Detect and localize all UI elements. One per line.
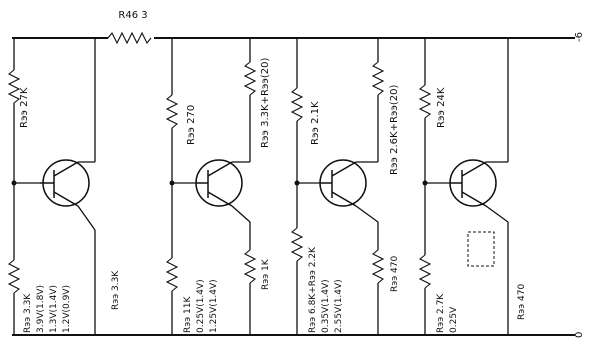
- stage-3-mid-resistor: [371, 61, 385, 96]
- bottom-rail-label: 0: [574, 332, 585, 338]
- stage-1-base-line-3: 1.3V(1.4V): [49, 285, 59, 333]
- top-rail-label: -6: [574, 32, 585, 42]
- stage-3-base-line-1: Rээ 6.8K+Rээ 2.2K: [308, 246, 318, 333]
- stage-2-top-resistor-label: Rээ 270: [186, 105, 197, 145]
- stage-2-base-line-2: 0.25V(1.4V): [196, 279, 206, 333]
- stage-1-base-resistor: [7, 259, 21, 294]
- stage-2-base-resistor: [165, 257, 179, 292]
- stage-3-emitter-label: Rээ 470: [390, 256, 400, 292]
- stage-2-base-line-1: Rээ 11K: [183, 296, 193, 333]
- series-resistor-label: R46 3: [118, 10, 147, 21]
- stage-3-emitter-resistor: [371, 249, 385, 284]
- stage-1-base-line-4: 1.2V(0.9V): [62, 285, 72, 333]
- stage-2: Rээ 270 Rээ 3.3K+Rээ(20) Rээ 1K Rээ 11K …: [165, 38, 271, 335]
- stage-4-emitter-label: Rээ 470: [517, 284, 527, 320]
- stage-3-base-line-2: 0.35V(1.4V): [321, 279, 331, 333]
- stage-2-base-line-3: 1.25V(1.4V): [209, 279, 219, 333]
- stage-3: Rээ 2.1K Rээ 2.6K+Rээ(20) Rээ 470 Rээ 6.…: [290, 38, 400, 335]
- stage-2-mid-resistor: [243, 61, 257, 96]
- stage-1-base-line-2: 3.9V(1.8V): [36, 285, 46, 333]
- stage-3-base-resistor-a: [290, 227, 304, 262]
- stage-3-top-resistor-label: Rээ 2.1K: [310, 101, 321, 145]
- stage-4-top-resistor: [418, 84, 432, 119]
- stage-3-top-resistor: [290, 87, 304, 122]
- stage-4-base-resistor: [418, 254, 432, 289]
- stage-2-emitter-resistor: [243, 249, 257, 284]
- stage-2-top-resistor: [165, 94, 179, 129]
- stage-1: Rээ 27K Rээ 3.3K 3.9V(1.8V) 1.3V(1.4V) 1…: [7, 38, 121, 335]
- stage-2-mid-resistor-label: Rээ 3.3K+Rээ(20): [260, 58, 271, 148]
- stage-4-emitter-box: [467, 231, 495, 267]
- stage-3-base-line-3: 2.55V(1.4V): [334, 279, 344, 333]
- stage-4-top-resistor-label: Rээ 24K: [436, 87, 447, 128]
- series-resistor: [107, 31, 152, 45]
- stage-4-base-line-1: Rээ 2.7K: [436, 293, 446, 333]
- stage-1-top-resistor-label: Rээ 27K: [19, 87, 30, 128]
- stage-3-mid-resistor-label: Rээ 2.6K+Rээ(20): [389, 85, 400, 175]
- stage-4: Rээ 24K Rээ 2.7K 0.25V Rээ 470: [418, 38, 527, 335]
- stage-4-base-line-2: 0.25V: [449, 306, 459, 333]
- stage-1-base-line-1: Rээ 3.3K: [23, 293, 33, 333]
- stage-1-emitter-label: Rээ 3.3K: [111, 270, 121, 310]
- stage-1-top-resistor: [7, 69, 21, 104]
- stage-2-emitter-label: Rээ 1K: [261, 258, 271, 290]
